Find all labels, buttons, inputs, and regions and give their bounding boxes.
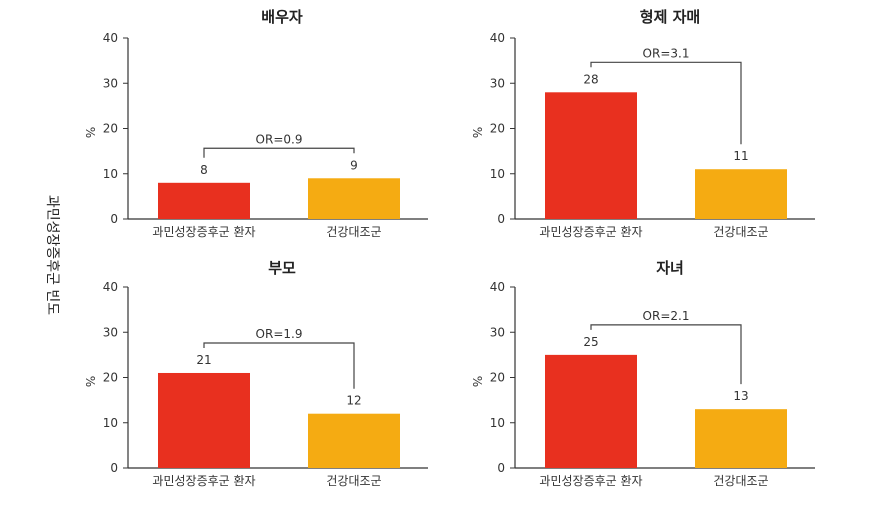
chart-title: 배우자 xyxy=(261,8,303,26)
bar-value-label: 25 xyxy=(583,335,598,349)
chart-title: 부모 xyxy=(268,259,296,277)
y-tick-label: 40 xyxy=(490,280,505,294)
x-category-label: 과민성장증후군 환자 xyxy=(152,225,255,239)
x-category-label: 과민성장증후군 환자 xyxy=(539,225,642,239)
bar-patient xyxy=(545,92,637,219)
bar-value-label: 9 xyxy=(350,158,358,172)
bar-value-label: 8 xyxy=(200,163,208,177)
y-tick-label: 30 xyxy=(490,325,505,339)
y-tick-label: 0 xyxy=(110,461,118,475)
bar-patient xyxy=(158,372,250,468)
bar-value-label: 12 xyxy=(346,394,361,408)
or-annotation: OR=3.1 xyxy=(643,46,690,60)
chart-title: 자녀 xyxy=(656,259,684,277)
y-tick-label: 40 xyxy=(103,31,118,45)
x-category-label: 과민성장증후군 환자 xyxy=(152,474,255,488)
y-axis-label: % xyxy=(83,376,97,387)
or-bracket xyxy=(203,147,355,158)
y-tick-label: 20 xyxy=(490,122,505,136)
y-tick-label: 10 xyxy=(103,167,118,181)
bar-value-label: 13 xyxy=(733,389,748,403)
y-tick-label: 40 xyxy=(103,280,118,294)
bar-value-label: 11 xyxy=(733,149,748,163)
global-y-axis-label-text: 과민성장증후군 빈도 xyxy=(44,195,60,315)
x-category-label: 건강대조군 xyxy=(326,225,381,239)
y-tick-label: 40 xyxy=(490,31,505,45)
y-axis-label: % xyxy=(470,127,484,138)
y-tick-label: 30 xyxy=(103,76,118,90)
y-tick-label: 10 xyxy=(490,416,505,430)
or-bracket xyxy=(203,342,355,389)
y-tick-label: 0 xyxy=(497,461,505,475)
bar-patient xyxy=(545,354,637,468)
bar-control xyxy=(308,413,400,468)
x-category-label: 건강대조군 xyxy=(713,225,768,239)
x-category-label: 건강대조군 xyxy=(326,474,381,488)
y-tick-label: 20 xyxy=(103,122,118,136)
or-annotation: OR=0.9 xyxy=(256,132,303,146)
x-category-label: 건강대조군 xyxy=(713,474,768,488)
y-tick-label: 30 xyxy=(490,76,505,90)
or-bracket xyxy=(590,61,742,145)
bar-control xyxy=(695,409,787,468)
bar-control xyxy=(695,169,787,219)
or-annotation: OR=1.9 xyxy=(256,327,303,341)
chart-panel-1: 배우자 0 10 20 30 40% 8 과민성장증후군 환자 9 건강대조군 OR=0.9 xyxy=(83,8,428,239)
chart-title: 형제 자매 xyxy=(640,8,700,26)
y-tick-label: 10 xyxy=(490,167,505,181)
y-tick-label: 10 xyxy=(103,416,118,430)
bar-value-label: 21 xyxy=(196,353,211,367)
bar-value-label: 28 xyxy=(583,72,598,86)
chart-panel-4: 자녀 0 10 20 30 40% 25 과민성장증후군 환자 13 건강대조군 OR=2.1 xyxy=(470,259,815,488)
x-category-label: 과민성장증후군 환자 xyxy=(539,474,642,488)
y-axis-label: % xyxy=(470,376,484,387)
chart-panel-3: 부모 0 10 20 30 40% 21 과민성장증후군 환자 12 건강대조군 OR=1.9 xyxy=(83,259,428,488)
y-tick-label: 30 xyxy=(103,325,118,339)
y-tick-label: 0 xyxy=(497,212,505,226)
global-y-axis-label: 과민성장증후군 빈도 xyxy=(22,180,82,330)
y-tick-label: 0 xyxy=(110,212,118,226)
y-axis-label: % xyxy=(83,127,97,138)
chart-panel-2: 형제 자매 0 10 20 30 40% 28 과민성장증후군 환자 11 건강대조군 OR=3.1 xyxy=(470,8,815,239)
or-bracket xyxy=(590,324,742,385)
bar-patient xyxy=(158,182,250,219)
bar-control xyxy=(308,178,400,219)
y-tick-label: 20 xyxy=(103,371,118,385)
or-annotation: OR=2.1 xyxy=(643,309,690,323)
y-tick-label: 20 xyxy=(490,371,505,385)
